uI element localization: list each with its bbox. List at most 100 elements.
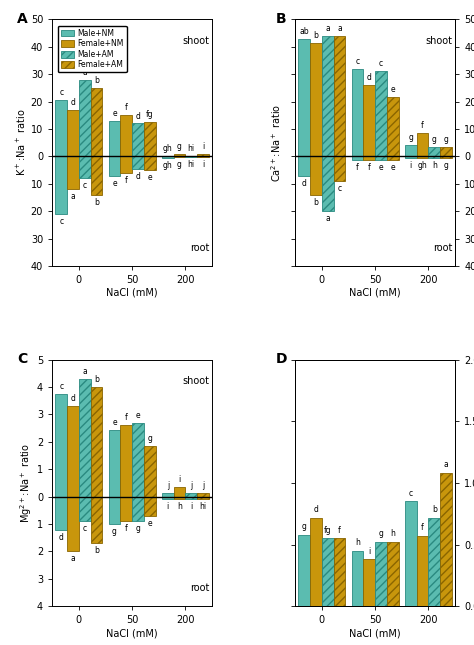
X-axis label: NaCl (mM): NaCl (mM) bbox=[349, 628, 401, 638]
Bar bbox=[405, 145, 417, 156]
Text: d: d bbox=[59, 533, 64, 542]
Text: j: j bbox=[202, 481, 204, 490]
Bar bbox=[197, 493, 209, 497]
Text: B: B bbox=[276, 12, 287, 26]
Bar bbox=[79, 156, 91, 178]
Bar bbox=[298, 535, 310, 606]
Bar bbox=[144, 156, 155, 170]
Text: d: d bbox=[302, 179, 307, 188]
Text: e: e bbox=[391, 86, 395, 94]
Bar bbox=[162, 156, 173, 158]
Bar bbox=[144, 497, 155, 516]
Text: c: c bbox=[379, 59, 383, 68]
Text: a: a bbox=[82, 367, 87, 376]
Bar bbox=[67, 156, 79, 189]
Bar bbox=[91, 156, 102, 195]
Bar bbox=[120, 115, 132, 156]
Bar bbox=[440, 147, 452, 156]
Text: e: e bbox=[391, 163, 395, 172]
Bar bbox=[375, 72, 387, 156]
Bar bbox=[322, 539, 334, 606]
Bar bbox=[91, 88, 102, 156]
Bar bbox=[109, 156, 120, 175]
Bar bbox=[55, 394, 67, 497]
Text: h: h bbox=[177, 502, 182, 511]
Bar bbox=[417, 133, 428, 156]
Bar bbox=[55, 100, 67, 156]
Text: b: b bbox=[432, 505, 437, 514]
Text: C: C bbox=[17, 352, 27, 366]
Bar bbox=[120, 156, 132, 173]
Text: gh: gh bbox=[163, 161, 173, 170]
Text: c: c bbox=[356, 57, 360, 66]
Text: b: b bbox=[313, 197, 319, 206]
Text: d: d bbox=[136, 112, 140, 121]
Text: i: i bbox=[167, 502, 169, 511]
Text: c: c bbox=[82, 181, 87, 190]
Text: e: e bbox=[147, 173, 152, 182]
Text: i: i bbox=[368, 547, 370, 556]
Bar bbox=[197, 154, 209, 156]
Bar bbox=[440, 473, 452, 606]
Bar bbox=[428, 156, 440, 158]
Bar bbox=[440, 156, 452, 158]
Bar bbox=[132, 123, 144, 156]
Text: e: e bbox=[112, 179, 117, 188]
Bar bbox=[79, 379, 91, 497]
Text: d: d bbox=[136, 172, 140, 181]
Text: f: f bbox=[338, 526, 341, 535]
Text: b: b bbox=[313, 31, 319, 40]
Text: i: i bbox=[202, 160, 204, 169]
Bar bbox=[364, 85, 375, 156]
Text: a: a bbox=[337, 24, 342, 33]
Bar bbox=[334, 35, 345, 156]
Bar bbox=[185, 497, 197, 499]
Text: f: f bbox=[125, 413, 128, 422]
Text: g: g bbox=[147, 434, 152, 443]
Text: c: c bbox=[409, 489, 413, 498]
Bar bbox=[310, 517, 322, 606]
Bar bbox=[55, 156, 67, 214]
Legend: Male+NM, Female+NM, Male+AM, Female+AM: Male+NM, Female+NM, Male+AM, Female+AM bbox=[57, 26, 127, 72]
Text: d: d bbox=[367, 73, 372, 82]
Text: e: e bbox=[112, 417, 117, 426]
Text: b: b bbox=[94, 76, 99, 85]
X-axis label: NaCl (mM): NaCl (mM) bbox=[106, 628, 158, 638]
Bar bbox=[120, 426, 132, 497]
Bar bbox=[162, 497, 173, 499]
X-axis label: NaCl (mM): NaCl (mM) bbox=[349, 288, 401, 298]
Text: e: e bbox=[136, 411, 140, 420]
Text: f: f bbox=[125, 175, 128, 184]
Bar bbox=[185, 156, 197, 157]
Text: ab: ab bbox=[300, 26, 309, 35]
Text: h: h bbox=[432, 161, 437, 170]
Text: j: j bbox=[167, 481, 169, 490]
Text: b: b bbox=[94, 375, 99, 384]
Bar bbox=[322, 35, 334, 156]
Text: g: g bbox=[112, 527, 117, 536]
Bar bbox=[428, 517, 440, 606]
Text: c: c bbox=[337, 184, 341, 193]
Text: b: b bbox=[94, 197, 99, 206]
Text: g: g bbox=[444, 135, 448, 144]
Bar bbox=[334, 539, 345, 606]
Bar bbox=[428, 147, 440, 156]
Bar bbox=[173, 487, 185, 497]
Bar bbox=[109, 430, 120, 497]
Bar bbox=[120, 497, 132, 521]
Text: fg: fg bbox=[146, 110, 154, 119]
Bar bbox=[79, 497, 91, 521]
Text: hi: hi bbox=[200, 502, 207, 511]
Bar bbox=[364, 156, 375, 161]
Bar bbox=[173, 154, 185, 156]
Text: shoot: shoot bbox=[425, 35, 452, 46]
Text: f: f bbox=[356, 163, 359, 172]
Text: gh: gh bbox=[418, 161, 428, 170]
Text: f: f bbox=[125, 103, 128, 112]
Bar bbox=[387, 97, 399, 156]
Text: f: f bbox=[421, 121, 424, 130]
Text: root: root bbox=[190, 583, 210, 593]
Text: e: e bbox=[379, 163, 383, 172]
Bar bbox=[405, 502, 417, 606]
Bar bbox=[375, 156, 387, 161]
